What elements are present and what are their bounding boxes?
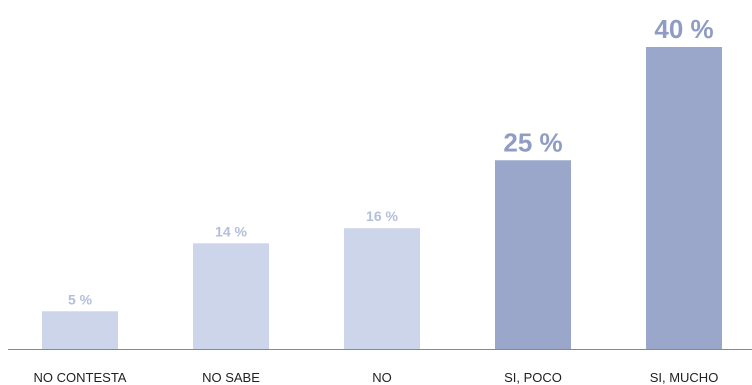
category-label-1: NO SABE	[202, 370, 260, 385]
value-label-4: 40 %	[654, 14, 713, 44]
bars-group	[42, 47, 722, 349]
category-label-2: NO	[372, 370, 392, 385]
category-label-4: SI, MUCHO	[650, 370, 719, 385]
value-label-3: 25 %	[503, 127, 562, 157]
bar-0	[42, 311, 118, 349]
category-label-3: SI, POCO	[504, 370, 562, 385]
bar-1	[193, 243, 269, 349]
category-label-0: NO CONTESTA	[34, 370, 127, 385]
bar-4	[646, 47, 722, 349]
bar-3	[495, 160, 571, 349]
value-label-2: 16 %	[366, 208, 398, 224]
value-label-1: 14 %	[215, 223, 247, 239]
labels-group: 5 % NO CONTESTA 14 % NO SABE 16 % NO 25 % SI, P…	[34, 14, 719, 385]
value-label-0: 5 %	[68, 291, 93, 307]
bar-2	[344, 228, 420, 349]
